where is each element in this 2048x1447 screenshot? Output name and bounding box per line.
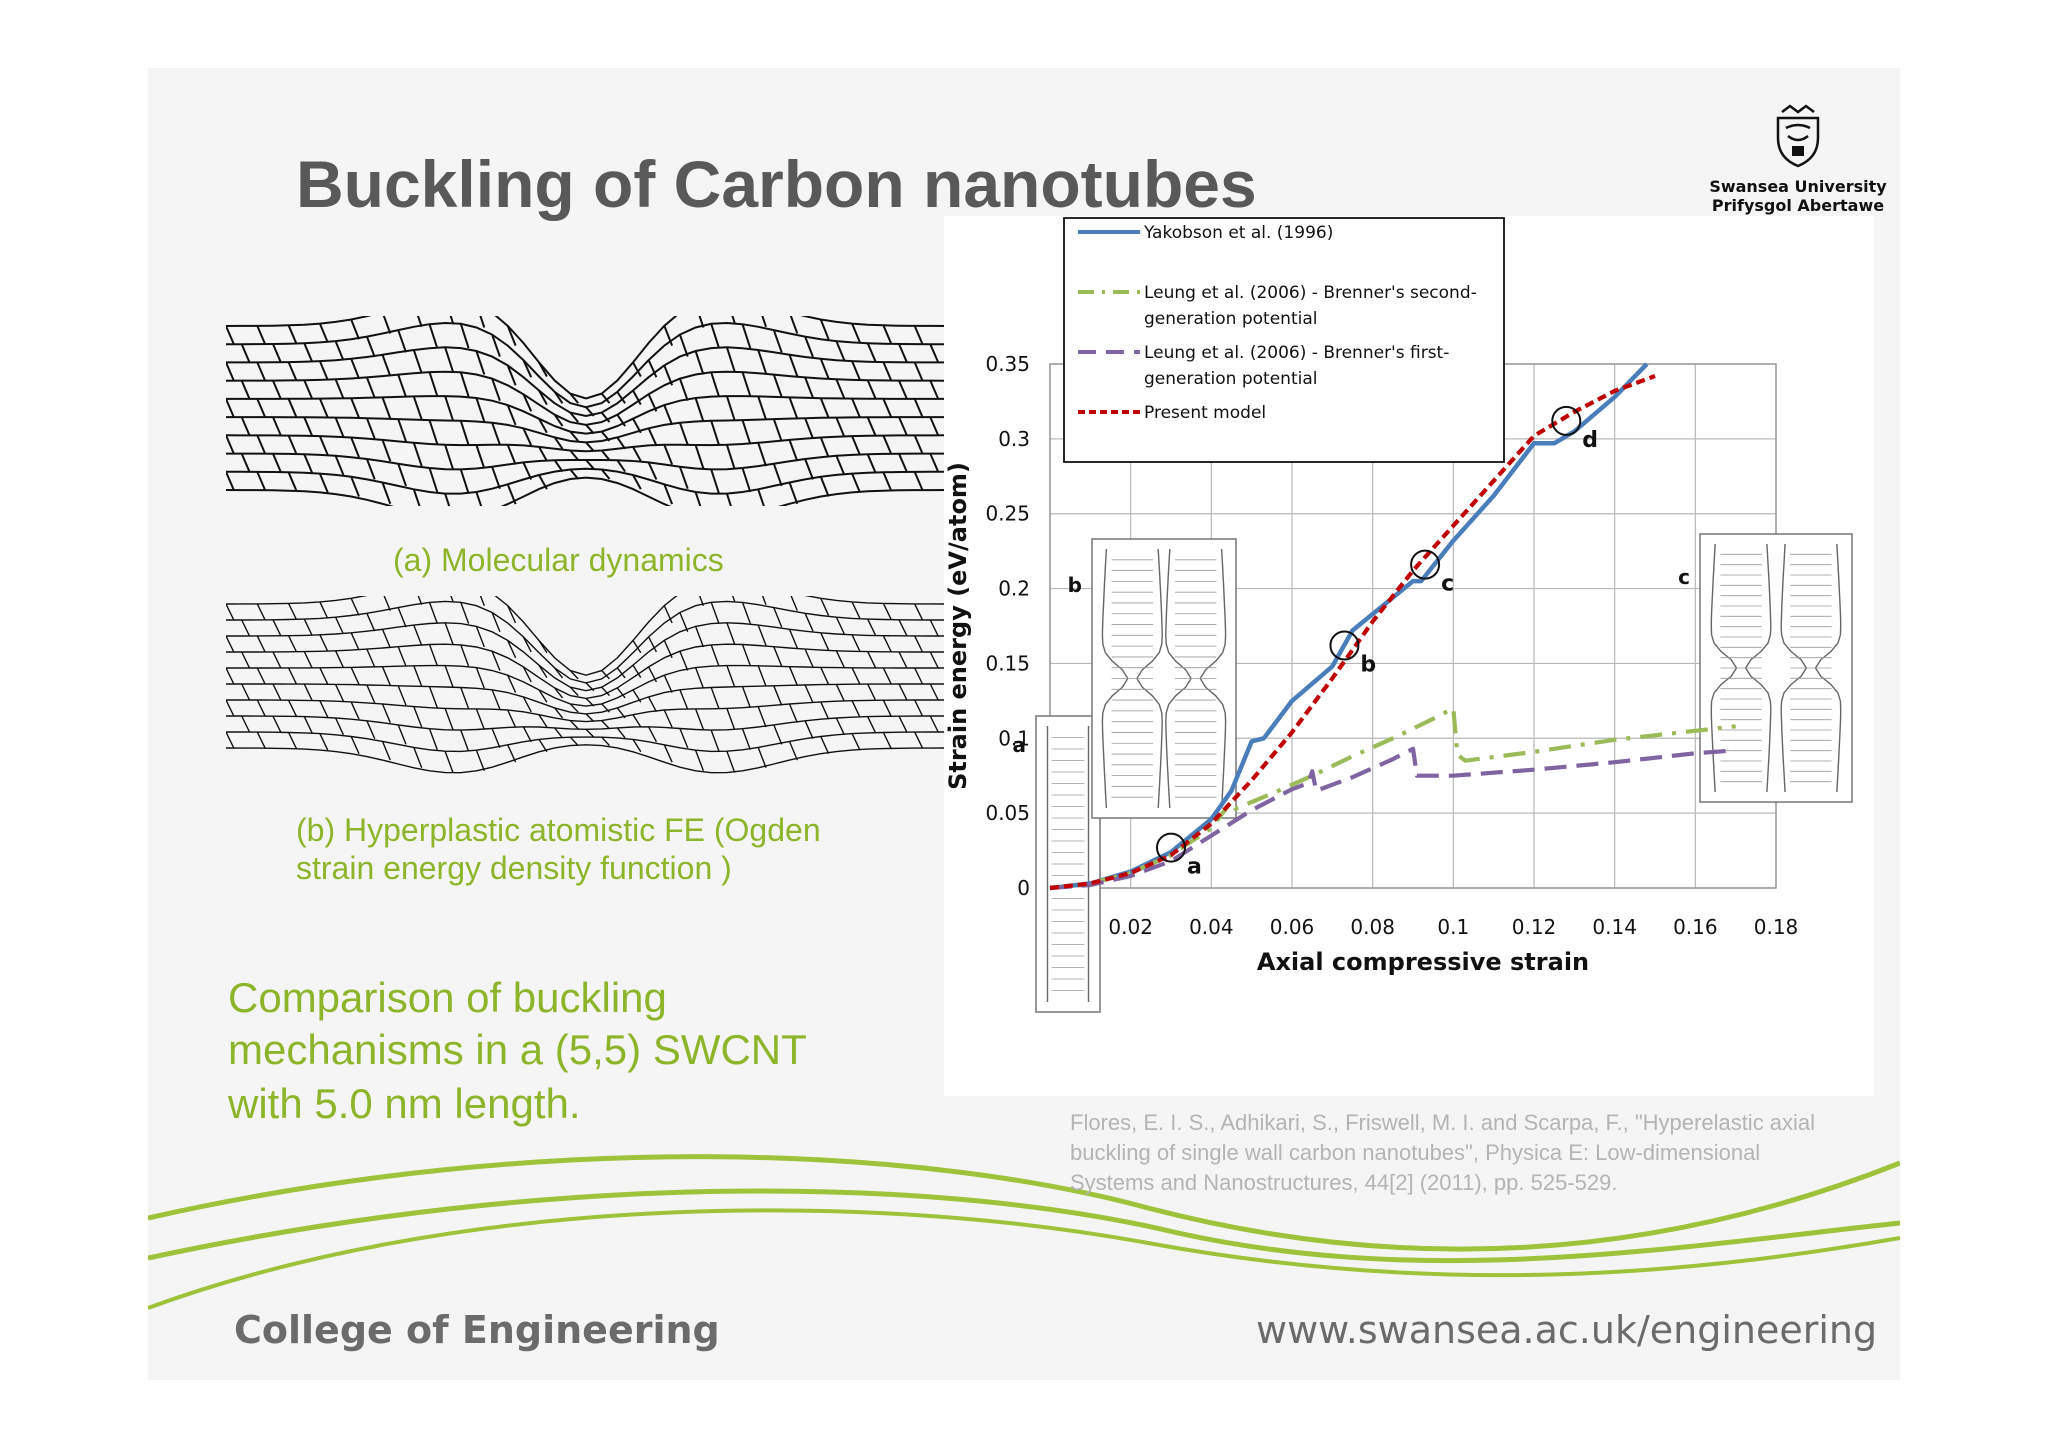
- point-marker-circle: [1410, 549, 1441, 580]
- inset-c-buckled-tube-image: [1699, 533, 1853, 803]
- caption-hyperplastic-line-1: (b) Hyperplastic atomistic FE (Ogden: [296, 812, 821, 848]
- y-tick-label: 0: [1017, 876, 1030, 900]
- legend-box: [1063, 217, 1505, 463]
- inset-label: b: [1068, 573, 1082, 597]
- legend-label-3: Leung et al. (2006) - Brenner's first-: [1144, 343, 1449, 363]
- legend-label-3: generation potential: [1144, 369, 1317, 389]
- x-tick-label: 0.02: [1108, 915, 1153, 939]
- inset-a-straight-tube-image: [1035, 715, 1101, 1013]
- legend-label-2: Leung et al. (2006) - Brenner's second-: [1144, 283, 1477, 303]
- caption-hyperplastic-line-2: strain energy density function ): [296, 850, 732, 886]
- university-logo: Swansea University Prifysgol Abertawe: [1683, 104, 1900, 215]
- logo-line-2: Prifysgol Abertawe: [1711, 196, 1885, 215]
- point-marker-label: c: [1441, 572, 1454, 597]
- caption-molecular-dynamics: (a) Molecular dynamics: [393, 542, 724, 578]
- inset-b-buckled-tube-image: [1091, 538, 1237, 819]
- x-tick-label: 0.08: [1350, 915, 1395, 939]
- x-tick-label: 0.04: [1189, 915, 1234, 939]
- y-tick-label: 0.2: [998, 577, 1030, 601]
- point-marker-label: b: [1360, 652, 1376, 677]
- chart-legend: Yakobson et al. (1996) Leung et al. (2006…: [1063, 217, 1505, 463]
- point-marker-label: a: [1187, 855, 1202, 880]
- y-axis-label: Strain energy (eV/atom): [944, 462, 972, 790]
- x-tick-label: 0.12: [1512, 915, 1557, 939]
- x-tick-label: 0.18: [1754, 915, 1799, 939]
- molecular-dynamics-mesh-image: [226, 316, 946, 506]
- series-line-4: [1049, 374, 1656, 891]
- y-tick-label: 0.3: [998, 427, 1030, 451]
- comparison-line-3: with 5.0 nm length.: [228, 1080, 581, 1127]
- x-tick-label: 0.16: [1673, 915, 1718, 939]
- point-marker-label: d: [1582, 428, 1598, 453]
- series-line-3: [1049, 746, 1736, 891]
- y-tick-label: 0.05: [985, 801, 1030, 825]
- point-marker-circle: [1551, 405, 1582, 436]
- logo-line-1: Swansea University: [1709, 177, 1887, 196]
- point-marker-circle: [1329, 630, 1360, 661]
- y-tick-label: 0.1: [998, 726, 1030, 750]
- mesh-lines: [226, 316, 946, 506]
- legend-label-4: Present model: [1144, 403, 1266, 423]
- x-tick-label: 0.1: [1437, 915, 1469, 939]
- strain-energy-chart: 00.020.040.060.080.10.120.140.160.1800.0…: [944, 216, 1874, 1096]
- x-axis-label: Axial compressive strain: [1257, 948, 1589, 976]
- comparison-line-2: mechanisms in a (5,5) SWCNT: [228, 1026, 807, 1073]
- decorative-green-waves: [148, 1154, 1900, 1310]
- reference-line-1: Flores, E. I. S., Adhikari, S., Friswell…: [1070, 1110, 1816, 1135]
- footer-url[interactable]: www.swansea.ac.uk/engineering: [1256, 1308, 1878, 1352]
- slide-title: Buckling of Carbon nanotubes: [296, 147, 1257, 221]
- hyperplastic-fe-mesh-image: [226, 596, 946, 774]
- x-tick-label: 0.14: [1592, 915, 1637, 939]
- inset-label: a: [1013, 733, 1027, 757]
- legend-label-2: generation potential: [1144, 309, 1317, 329]
- reference-line-2: buckling of single wall carbon nanotubes…: [1070, 1140, 1761, 1165]
- inset-label: c: [1678, 565, 1690, 589]
- slide: Buckling of Carbon nanotubes Swansea Uni…: [148, 68, 1900, 1380]
- x-tick-label: 0.06: [1270, 915, 1315, 939]
- comparison-line-1: Comparison of buckling: [228, 974, 667, 1021]
- reference-line-3: Systems and Nanostructures, 44[2] (2011)…: [1070, 1170, 1618, 1195]
- y-tick-label: 0.25: [985, 502, 1030, 526]
- footer-college: College of Engineering: [234, 1308, 720, 1352]
- legend-label-1: Yakobson et al. (1996): [1143, 223, 1333, 243]
- point-marker-circle: [1156, 832, 1186, 863]
- y-tick-label: 0.35: [985, 352, 1030, 376]
- university-crest-icon: [1776, 104, 1820, 168]
- y-tick-label: 0.15: [985, 651, 1030, 675]
- mesh-lines: [226, 596, 946, 774]
